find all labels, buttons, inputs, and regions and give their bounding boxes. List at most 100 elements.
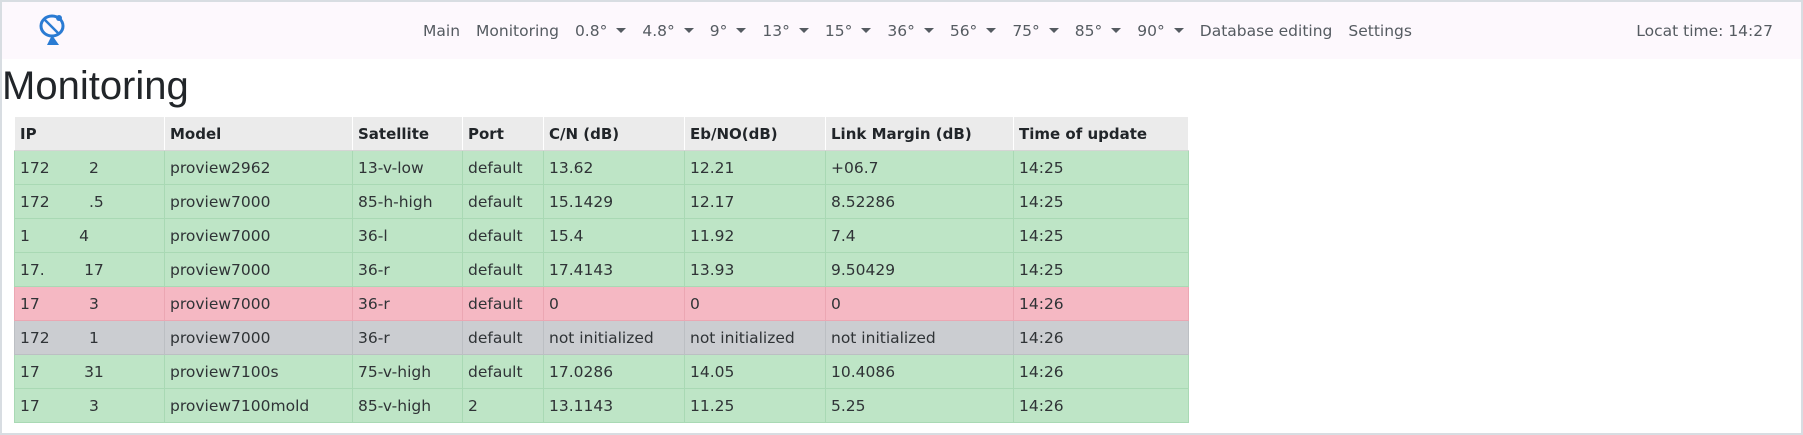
- table-cell: proview7000: [164, 184, 353, 219]
- table-cell: 85-v-high: [352, 388, 463, 423]
- table-cell: 17 31: [14, 354, 165, 389]
- nav-item-label: 75°: [1012, 21, 1040, 40]
- top-navbar: Main Monitoring 0.8° 4.8° 9° 13° 15° 36° 56° 75° 8…: [2, 2, 1801, 59]
- caret-down-icon: [861, 28, 872, 33]
- table-cell: default: [462, 320, 544, 355]
- nav-item-11[interactable]: 90°: [1137, 22, 1184, 40]
- table-row: 172 2 proview2962 13-v-low default 13.62 12.2…: [14, 150, 1189, 185]
- table-cell: 14:25: [1013, 252, 1189, 287]
- nav-item-label: 9°: [709, 21, 728, 40]
- column-header: Satellite: [352, 116, 463, 151]
- nav-item-0[interactable]: Main: [423, 22, 460, 40]
- table-cell: 13.1143: [543, 388, 685, 423]
- table-cell: proview2962: [164, 150, 353, 185]
- table-cell: 9.50429: [825, 252, 1014, 287]
- caret-down-icon: [923, 28, 934, 33]
- caret-down-icon: [1048, 28, 1059, 33]
- table-cell: 13.62: [543, 150, 685, 185]
- table-row: 172 .5 proview7000 85-h-high default 15.1429…: [14, 184, 1189, 219]
- nav-item-2[interactable]: 0.8°: [574, 21, 627, 40]
- table-cell: proview7000: [164, 320, 353, 355]
- nav-item-5[interactable]: 13°: [762, 21, 809, 40]
- table-cell: 17 3: [14, 388, 165, 423]
- table-cell: 17 3: [14, 286, 165, 321]
- nav-item-7[interactable]: 36°: [887, 22, 934, 40]
- nav-item-label: 56°: [949, 21, 978, 40]
- nav-item-label: Database editing: [1199, 21, 1333, 40]
- column-header: IP: [14, 116, 165, 151]
- nav-item-3[interactable]: 4.8°: [642, 21, 694, 40]
- table-cell: 12.21: [684, 150, 826, 185]
- table-cell: +06.7: [825, 150, 1014, 185]
- table-cell: proview7000: [164, 286, 353, 321]
- nav-item-8[interactable]: 56°: [949, 21, 997, 40]
- table-cell: 0: [825, 286, 1014, 321]
- table-cell: 0: [684, 286, 826, 321]
- table-cell: 14:26: [1013, 320, 1189, 355]
- satellite-dish-logo-icon[interactable]: [38, 11, 68, 47]
- table-cell: 172 .5: [14, 184, 165, 219]
- table-row: 17 3 proview7100mold 85-v-high 2 13.1143 11.2…: [14, 388, 1189, 423]
- table-cell: 15.1429: [543, 184, 685, 219]
- nav-item-label: 0.8°: [574, 21, 608, 40]
- nav-item-6[interactable]: 15°: [824, 21, 872, 40]
- nav-item-label: 4.8°: [642, 21, 675, 40]
- nav-item-label: 15°: [824, 21, 853, 40]
- table-cell: not initialized: [543, 320, 685, 355]
- table-cell: 75-v-high: [352, 354, 463, 389]
- caret-down-icon: [1111, 28, 1122, 33]
- table-cell: 17.4143: [543, 252, 685, 287]
- table-cell: default: [462, 252, 544, 287]
- table-cell: 10.4086: [825, 354, 1014, 389]
- caret-down-icon: [1173, 28, 1184, 33]
- nav-item-1[interactable]: Monitoring: [476, 22, 559, 40]
- table-cell: 11.92: [684, 218, 826, 253]
- table-cell: default: [462, 286, 544, 321]
- table-cell: proview7000: [164, 218, 353, 253]
- table-header-row: IP Model Satellite Port C/N (dB) Eb/NO(dB) Lin…: [14, 116, 1189, 151]
- table-cell: 85-h-high: [352, 184, 463, 219]
- table-cell: not initialized: [684, 320, 826, 355]
- table-cell: 172 1: [14, 320, 165, 355]
- nav-item-12[interactable]: Database editing: [1200, 22, 1333, 40]
- nav-item-4[interactable]: 9°: [710, 22, 747, 40]
- table-row: 17 3 proview7000 36-r default 0 0 0 14:26: [14, 286, 1189, 321]
- nav-item-10[interactable]: 85°: [1074, 21, 1122, 40]
- table-cell: not initialized: [825, 320, 1014, 355]
- table-cell: default: [462, 218, 544, 253]
- table-cell: default: [462, 184, 544, 219]
- table-cell: 14:25: [1013, 218, 1189, 253]
- table-row: 17 31 proview7100s 75-v-high default 17.0286…: [14, 354, 1189, 389]
- table-cell: default: [462, 150, 544, 185]
- table-cell: 172 2: [14, 150, 165, 185]
- caret-down-icon: [798, 28, 809, 33]
- table-cell: 15.4: [543, 218, 685, 253]
- local-time: Locat time: 14:27: [1636, 21, 1773, 40]
- column-header: C/N (dB): [543, 116, 685, 151]
- table-cell: 36-r: [352, 286, 463, 321]
- table-cell: 36-r: [352, 252, 463, 287]
- table-cell: 7.4: [825, 218, 1014, 253]
- caret-down-icon: [986, 28, 997, 33]
- table-row: 17. 17 proview7000 36-r default 17.4143 13.93…: [14, 252, 1189, 287]
- nav-menu: Main Monitoring 0.8° 4.8° 9° 13° 15° 36° 56° 75° 8…: [2, 2, 1801, 59]
- table-cell: 5.25: [825, 388, 1014, 423]
- table-cell: 13.93: [684, 252, 826, 287]
- table-cell: 0: [543, 286, 685, 321]
- table-cell: 13-v-low: [352, 150, 463, 185]
- page-title: Monitoring: [2, 64, 189, 108]
- nav-item-13[interactable]: Settings: [1348, 22, 1412, 40]
- table-cell: 14:26: [1013, 388, 1189, 423]
- nav-item-label: 85°: [1074, 21, 1103, 40]
- table-cell: 14:26: [1013, 354, 1189, 389]
- nav-item-label: Main: [423, 21, 461, 40]
- column-header: Model: [164, 116, 353, 151]
- column-header: Link Margin (dB): [825, 116, 1014, 151]
- caret-down-icon: [683, 28, 694, 33]
- table-cell: 11.25: [684, 388, 826, 423]
- nav-item-label: 13°: [762, 21, 790, 40]
- table-cell: 1 4: [14, 218, 165, 253]
- table-cell: 14:26: [1013, 286, 1189, 321]
- nav-item-9[interactable]: 75°: [1012, 21, 1059, 40]
